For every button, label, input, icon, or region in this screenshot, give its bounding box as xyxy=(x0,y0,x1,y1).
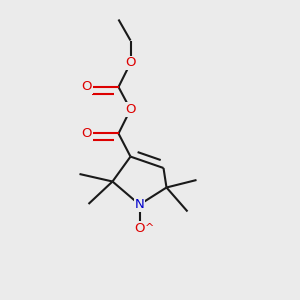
Text: O: O xyxy=(134,221,145,235)
Text: O: O xyxy=(125,56,136,70)
Text: ^: ^ xyxy=(145,223,155,233)
Text: N: N xyxy=(135,198,144,211)
Text: O: O xyxy=(82,127,92,140)
Text: O: O xyxy=(82,80,92,94)
Text: O: O xyxy=(125,103,136,116)
